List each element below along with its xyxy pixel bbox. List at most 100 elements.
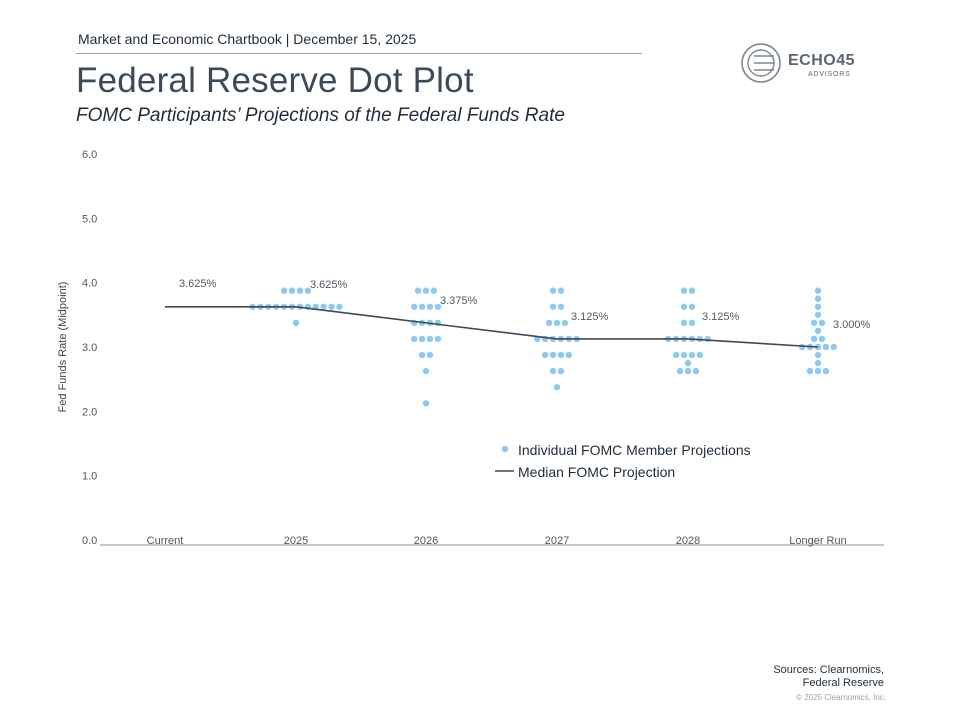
projection-dot [814,359,822,367]
x-tick-label: 2027 [545,535,569,547]
projection-dot [692,367,700,375]
y-tick-label: 5.0 [82,213,97,225]
projection-dot [557,303,565,310]
y-axis-ticks: 0.0 1.0 2.0 3.0 4.0 5.0 6.0 [82,149,97,547]
y-tick-label: 2.0 [82,406,97,418]
projection-dot [810,335,818,343]
projection-dot [414,287,422,294]
projection-dot [565,351,573,359]
median-value-label: 3.125% [702,311,740,323]
projection-dot [426,303,434,310]
projection-dot [426,335,434,343]
median-value-label: 3.625% [179,278,217,290]
projection-dot [676,367,684,375]
projection-dot [553,384,561,391]
projection-dot [422,400,430,407]
projection-dot [557,367,565,375]
projection-dot [410,303,418,310]
y-tick-label: 4.0 [82,278,97,290]
projection-dot [292,319,300,327]
projection-dot [680,287,688,294]
projection-dot [696,351,704,359]
projection-dot [680,351,688,359]
legend-dots-label: Individual FOMC Member Projections [518,442,751,458]
median-value-label: 3.000% [833,319,871,331]
projection-dot [304,287,312,294]
x-tick-label: Current [147,535,184,547]
projection-dot [418,335,426,343]
projection-dot [549,367,557,375]
projection-dot [688,351,696,359]
sources-line-2: Federal Reserve [802,677,884,689]
projection-dot [799,343,806,351]
sources-line-1: Sources: Clearnomics, [773,664,884,676]
projection-dot [680,319,688,327]
projection-dot [430,287,438,294]
projection-dot [328,303,335,310]
projection-dot [688,287,696,294]
projection-dot [684,367,692,375]
projection-dot [814,295,822,302]
projection-dot [336,303,343,310]
legend-line-label: Median FOMC Projection [518,464,675,480]
projection-dot [818,319,826,327]
legend-dot-swatch [501,445,509,453]
projection-dot [684,359,692,367]
projection-dot [426,351,434,359]
projection-dot [561,319,569,327]
projection-dot [680,303,688,310]
y-tick-label: 6.0 [82,149,97,161]
brand-logo: ECHO45 ADVISORS [740,42,870,84]
median-labels: 3.625% 3.625% 3.375% 3.125% 3.125% 3.000% [179,278,871,331]
projection-dot [288,287,296,294]
header-divider [76,53,642,54]
projection-dot [320,303,327,310]
median-line [165,305,819,348]
median-value-label: 3.125% [571,311,609,323]
projection-dot [280,287,288,294]
y-tick-label: 0.0 [82,535,97,547]
projection-dot [434,303,442,310]
median-value-label: 3.625% [310,279,348,291]
projection-dot [814,287,822,294]
projection-dot [549,287,557,294]
projection-dot [422,287,430,294]
page-title: Federal Reserve Dot Plot [76,61,474,100]
projection-dot [810,319,818,327]
projection-dot [549,351,557,359]
logo-name: ECHO45 [788,52,856,69]
projection-dot [541,351,549,359]
projection-dot [553,319,561,327]
page-subtitle: FOMC Participants’ Projections of the Fe… [76,105,565,126]
projection-dot [822,343,830,351]
x-axis-ticks: Current 2025 2026 2027 2028 Longer Run [147,535,847,547]
projection-dot [418,303,426,310]
logo-tagline: ADVISORS [808,71,851,78]
projection-dot [814,327,822,335]
projection-dot [549,303,557,310]
x-tick-label: 2026 [414,535,438,547]
projection-dots [249,287,837,407]
y-tick-label: 3.0 [82,342,97,354]
projection-dot [422,367,430,375]
projection-dot [296,287,304,294]
logo-mark-icon [741,43,781,83]
projection-dot [434,335,442,343]
projection-dot [814,311,822,319]
y-tick-label: 1.0 [82,471,97,483]
x-tick-label: 2028 [676,535,700,547]
projection-dot [688,319,696,327]
projection-dot [818,335,826,343]
projection-dot [704,335,711,343]
projection-dot [672,351,680,359]
projection-dot [545,319,553,327]
projection-dot [557,287,565,294]
y-axis-label: Fed Funds Rate (Midpoint) [57,282,69,413]
projection-dot [814,367,822,375]
projection-dot [830,343,837,351]
x-tick-label: Longer Run [789,535,847,547]
projection-dot [557,351,565,359]
projection-dot [688,303,696,310]
projection-dot [814,303,822,310]
